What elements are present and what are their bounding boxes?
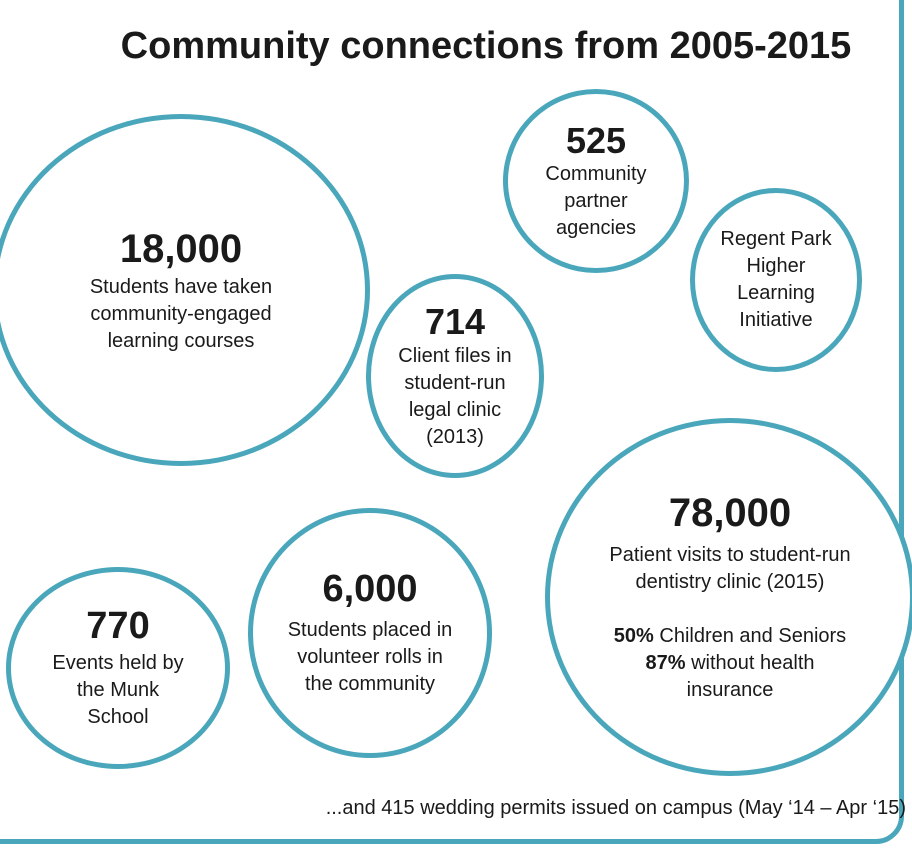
legal-clinic-line: student-run [404, 371, 506, 394]
volunteers-line: the community [304, 673, 436, 696]
dentistry-number: 78,000 [668, 491, 792, 535]
students-courses-description: Students have taken community-engaged le… [90, 274, 272, 355]
events-line: Events held by [52, 652, 184, 675]
regent-park-line: Regent Park [720, 228, 832, 250]
partner-agencies-bubble: 525 Community partner agencies [503, 89, 689, 273]
legal-clinic-number: 714 [424, 301, 486, 343]
volunteers-line: Students placed in [287, 619, 453, 642]
page-title: Community connections from 2005-2015 [120, 25, 852, 67]
regent-park-bubble: Regent Park Higher Learning Initiative [690, 188, 862, 372]
events-description: Events held by the Munk School [52, 650, 183, 731]
events-line: the Munk [76, 679, 160, 702]
dentistry-stat-insurance-label-cont: insurance [686, 679, 774, 701]
students-courses-line: learning courses [107, 329, 255, 352]
events-number: 770 [86, 604, 150, 647]
legal-clinic-bubble: 714 Client files in student-run legal cl… [366, 274, 544, 478]
legal-clinic-description: Client files in student-run legal clinic… [398, 343, 511, 451]
partner-agencies-line: agencies [555, 217, 637, 240]
partner-agencies-line: partner [564, 190, 628, 213]
dentistry-spacer [609, 596, 850, 623]
dentistry-line: Patient visits to student-run [609, 544, 851, 566]
footnote: ...and 415 wedding permits issued on cam… [325, 797, 906, 819]
partner-agencies-description: Community partner agencies [545, 161, 646, 242]
legal-clinic-line: legal clinic [408, 398, 502, 421]
dentistry-stat-children-label: Children and Seniors [659, 625, 847, 647]
dentistry-stat-children: 50% Children and Seniors [609, 623, 850, 650]
dentistry-stat-insurance: 87% without health [609, 650, 850, 677]
dentistry-stat-insurance-value: 87% [645, 652, 686, 674]
dentistry-line: dentistry clinic (2015) [635, 571, 825, 593]
regent-park-line: Higher [746, 255, 806, 277]
dentistry-bubble: 78,000 Patient visits to student-run den… [545, 418, 912, 776]
legal-clinic-line: (2013) [426, 425, 484, 448]
students-courses-line: Students have taken [89, 275, 273, 298]
volunteers-bubble: 6,000 Students placed in volunteer rolls… [248, 508, 492, 758]
events-bubble: 770 Events held by the Munk School [6, 567, 230, 769]
dentistry-stat-children-value: 50% [613, 625, 654, 647]
partner-agencies-line: Community [545, 163, 647, 186]
page-frame [0, 0, 904, 844]
students-courses-bubble: 18,000 Students have taken community-eng… [0, 114, 370, 466]
dentistry-description: Patient visits to student-run dentistry … [609, 542, 850, 704]
regent-park-line: Learning [737, 282, 815, 304]
volunteers-description: Students placed in volunteer rolls in th… [288, 617, 453, 698]
regent-park-description: Regent Park Higher Learning Initiative [720, 226, 831, 334]
events-line: School [87, 706, 149, 729]
students-courses-number: 18,000 [119, 226, 243, 271]
volunteers-line: volunteer rolls in [297, 646, 443, 669]
regent-park-line: Initiative [739, 309, 813, 331]
volunteers-number: 6,000 [322, 567, 418, 610]
students-courses-line: community-engaged [90, 302, 272, 325]
dentistry-stat-insurance-label: without health [691, 652, 815, 674]
legal-clinic-line: Client files in [398, 344, 512, 367]
partner-agencies-number: 525 [565, 119, 627, 161]
